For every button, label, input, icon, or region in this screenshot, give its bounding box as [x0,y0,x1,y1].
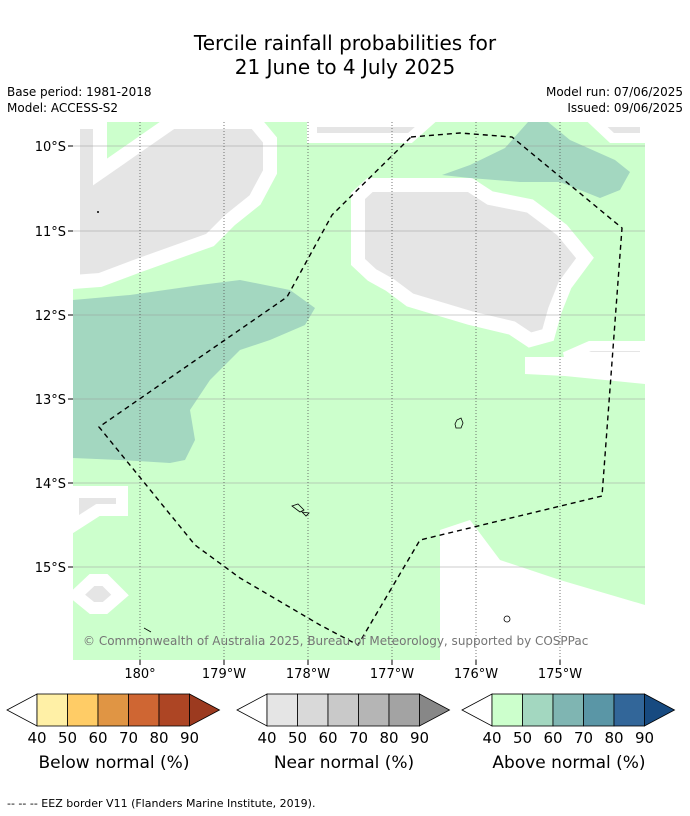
near-colorbar-cell [388,693,420,727]
near-normal-region-northwest [73,122,277,290]
latitude-label-15s: 15°S [35,561,66,576]
latitude-label-13s: 13°S [35,393,66,408]
below-colorbar-cell [158,693,190,727]
copyright-notice: © Commonwealth of Australia 2025, Bureau… [83,634,588,648]
above-colorbar-cell [491,693,523,727]
below-colorbar-cell [128,693,160,727]
latitude-label-10s: 10°S [35,140,66,155]
issued-date-text: Issued: 09/06/2025 [567,101,683,115]
colorbar-legends: 40 50 60 70 80 90 40 50 60 70 80 90 40 50 60 70 80 90 [6,693,676,747]
axis-ticks [68,145,561,665]
near-colorbar-cell [358,693,390,727]
near-normal-region-center [351,178,594,348]
below-colorbar-tick-label: 80 [149,729,168,747]
above-normal-50-60-west [73,280,315,463]
model-text: Model: ACCESS-S2 [7,101,119,115]
longitude-label-178w: 178°W [286,667,330,682]
near-normal-region-west-small [73,486,128,534]
near-normal-region-east-strip [562,341,645,362]
above-colorbar-tick-label: 60 [543,729,562,747]
near-normal-region-top-middle [307,122,436,143]
island-marker-5 [97,211,99,213]
below-40-white-southeast [440,520,645,660]
below-colorbar: 40 50 60 70 80 90 [6,693,221,747]
island-marker-3 [503,615,511,623]
below-colorbar-cell [36,693,68,727]
near-colorbar-cell [266,693,298,727]
above-colorbar-high-extension [644,693,676,727]
above-colorbar-cell [522,693,554,727]
below-colorbar-cell [97,693,129,727]
longitude-label-177w: 177°W [370,667,414,682]
near-colorbar-tick-label: 90 [410,729,429,747]
above-colorbar-cell [552,693,584,727]
latitude-label-11s: 11°S [35,225,66,240]
above-colorbar-low-extension [461,693,493,727]
above-colorbar-tick-label: 70 [574,729,593,747]
below-normal-label: Below normal (%) [38,753,190,773]
model-run-text: Model run: 07/06/2025 [545,85,683,99]
below-colorbar-tick-label: 40 [27,729,46,747]
below-colorbar-cell [67,693,99,727]
above-colorbar-tick-label: 50 [513,729,532,747]
above-colorbar-tick-label: 80 [604,729,623,747]
island-marker-4 [143,627,152,633]
above-normal-50-60-northeast [442,122,630,198]
longitude-label-175w: 175°W [538,667,582,682]
island-marker-2 [291,503,310,517]
below-40-white-east [525,357,645,384]
below-colorbar-low-extension [6,693,38,727]
longitude-label-176w: 176°W [454,667,498,682]
eez-footnote: -- -- -- EEZ border V11 (Flanders Marine… [7,797,316,810]
below-colorbar-tick-label: 70 [119,729,138,747]
above-normal-label: Above normal (%) [492,753,646,773]
above-colorbar: 40 50 60 70 80 90 [461,693,676,747]
below-colorbar-high-extension [189,693,221,727]
map-title-line-1: Tercile rainfall probabilities for [193,31,497,55]
near-colorbar-tick-label: 70 [349,729,368,747]
latitude-gridlines [73,145,645,568]
near-colorbar-tick-label: 80 [379,729,398,747]
below-colorbar-tick-label: 60 [88,729,107,747]
above-colorbar-cell [613,693,645,727]
below-colorbar-tick-label: 50 [58,729,77,747]
near-normal-region-west-bottom [73,574,129,614]
near-normal-label: Near normal (%) [273,753,415,773]
longitude-label-179w: 179°W [202,667,246,682]
near-colorbar-tick-label: 50 [288,729,307,747]
map-title-line-2: 21 June to 4 July 2025 [234,55,456,79]
near-colorbar-tick-label: 60 [318,729,337,747]
near-colorbar-cell [297,693,329,727]
near-normal-region-top-right [587,122,645,143]
near-colorbar-cell [327,693,359,727]
longitude-label-180: 180° [124,667,155,682]
near-colorbar-high-extension [419,693,451,727]
island-marker-1 [454,417,464,429]
near-colorbar: 40 50 60 70 80 90 [236,693,451,747]
latitude-label-14s: 14°S [35,477,66,492]
near-colorbar-tick-label: 40 [257,729,276,747]
latitude-label-12s: 12°S [35,309,66,324]
map-plot-area: © Commonwealth of Australia 2025, Bureau… [73,122,645,660]
above-colorbar-tick-label: 40 [482,729,501,747]
above-colorbar-cell [583,693,615,727]
base-period-text: Base period: 1981-2018 [7,85,152,99]
near-colorbar-low-extension [236,693,268,727]
below-colorbar-tick-label: 90 [180,729,199,747]
above-colorbar-tick-label: 90 [635,729,654,747]
